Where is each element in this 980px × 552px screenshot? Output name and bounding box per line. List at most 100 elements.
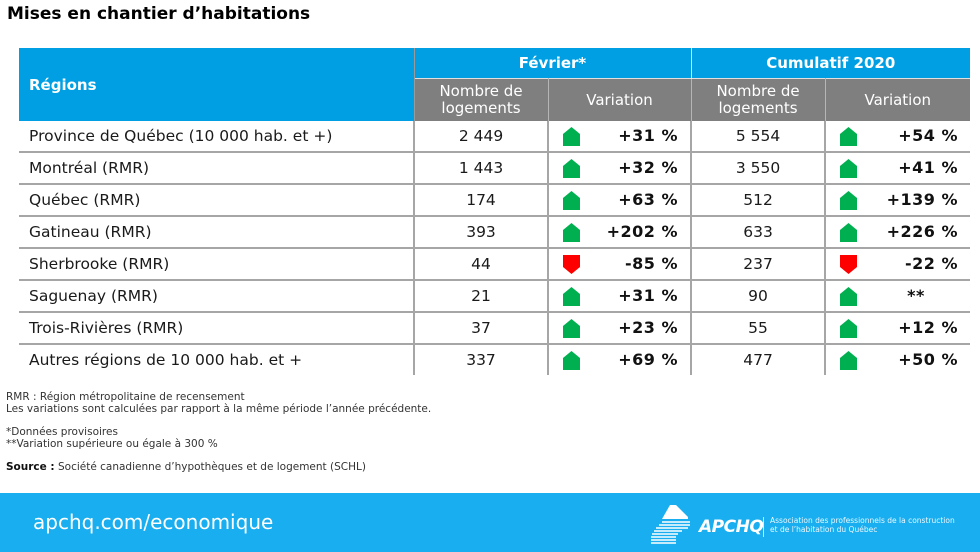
arrow-up-icon xyxy=(840,287,858,306)
count-label-line1: Nombre de xyxy=(439,82,523,100)
cum-variation: +12 % xyxy=(898,318,959,337)
table-row: Québec (RMR) 174 +63 % 512 +139 % xyxy=(19,184,971,217)
table-row: Trois-Rivières (RMR) 37 +23 % 55 +12 % xyxy=(19,312,971,345)
note-provisional: *Données provisoires xyxy=(6,426,118,438)
housing-starts-table: Régions Février* Cumulatif 2020 Nombre d… xyxy=(19,48,971,375)
cum-variation: +41 % xyxy=(898,158,959,177)
cum-count: 3 550 xyxy=(691,152,827,185)
cum-variation: +54 % xyxy=(898,126,959,145)
note-rmr: RMR : Région métropolitaine de recenseme… xyxy=(6,391,245,403)
feb-count: 44 xyxy=(414,248,549,281)
cum-variation-cell: ** xyxy=(825,280,971,313)
cum-count: 512 xyxy=(691,184,827,217)
feb-count: 393 xyxy=(414,216,549,249)
feb-variation: +63 % xyxy=(618,190,679,209)
cum-variation-cell: +226 % xyxy=(825,216,971,249)
feb-variation-cell: +69 % xyxy=(548,344,693,375)
region-name: Saguenay (RMR) xyxy=(19,280,415,313)
feb-count: 1 443 xyxy=(414,152,549,185)
feb-count: 2 449 xyxy=(414,121,549,153)
column-header-feb-variation: Variation xyxy=(548,78,692,121)
feb-variation-cell: +32 % xyxy=(548,152,693,185)
apchq-house-icon xyxy=(651,505,690,544)
feb-variation-cell: +31 % xyxy=(548,121,693,153)
table-body: Province de Québec (10 000 hab. et +) 2 4… xyxy=(19,121,971,375)
region-name: Sherbrooke (RMR) xyxy=(19,248,415,281)
cum-variation-cell: +54 % xyxy=(825,121,971,153)
arrow-up-icon xyxy=(840,159,858,178)
feb-count: 174 xyxy=(414,184,549,217)
arrow-down-icon xyxy=(563,255,580,274)
feb-variation: +31 % xyxy=(618,126,679,145)
header-row-groups: Régions Février* Cumulatif 2020 xyxy=(19,48,971,121)
logo-tagline-line1: Association des professionnels de la con… xyxy=(770,516,955,525)
cum-count: 5 554 xyxy=(691,121,827,153)
feb-variation-cell: +63 % xyxy=(548,184,693,217)
region-name: Trois-Rivières (RMR) xyxy=(19,312,415,345)
feb-variation: +32 % xyxy=(618,158,679,177)
cum-variation-cell: +139 % xyxy=(825,184,971,217)
region-name: Gatineau (RMR) xyxy=(19,216,415,249)
region-name: Montréal (RMR) xyxy=(19,152,415,185)
arrow-up-icon xyxy=(840,191,858,210)
feb-variation: +23 % xyxy=(618,318,679,337)
apchq-logo: APCHQ Association des professionnels de … xyxy=(648,503,968,545)
logo-tagline-line2: et de l’habitation du Québec xyxy=(770,525,878,534)
cum-variation-cell: +12 % xyxy=(825,312,971,345)
arrow-up-icon xyxy=(840,319,858,338)
feb-count: 337 xyxy=(414,344,549,375)
header-row-sub: Nombre de logements Variation Nombre de lo… xyxy=(19,78,971,121)
column-group-february: Février* xyxy=(414,48,692,79)
table-row: Province de Québec (10 000 hab. et +) 2 4… xyxy=(19,121,971,153)
feb-variation-cell: +202 % xyxy=(548,216,693,249)
region-name: Province de Québec (10 000 hab. et +) xyxy=(19,121,415,153)
arrow-up-icon xyxy=(840,223,858,242)
region-name: Québec (RMR) xyxy=(19,184,415,217)
cum-count: 90 xyxy=(691,280,827,313)
logo-brand-text: APCHQ xyxy=(699,517,764,537)
feb-variation-cell: +31 % xyxy=(548,280,693,313)
feb-variation: +31 % xyxy=(618,286,679,305)
feb-variation: +202 % xyxy=(606,222,679,241)
note-variations: Les variations sont calculées par rappor… xyxy=(6,403,432,415)
table-row: Saguenay (RMR) 21 +31 % 90 ** xyxy=(19,280,971,313)
source-text: Société canadienne d’hypothèques et de l… xyxy=(54,461,366,473)
cum-variation: -22 % xyxy=(905,254,959,273)
column-header-regions: Régions xyxy=(19,48,415,121)
footnotes: RMR : Région métropolitaine de recenseme… xyxy=(6,391,431,473)
cum-variation: ** xyxy=(907,286,925,305)
table-row: Gatineau (RMR) 393 +202 % 633 +226 % xyxy=(19,216,971,249)
table-row: Autres régions de 10 000 hab. et +337 +69… xyxy=(19,344,970,375)
feb-variation-cell: -85 % xyxy=(548,248,693,281)
arrow-up-icon xyxy=(563,127,580,146)
arrow-up-icon xyxy=(563,319,580,338)
arrow-up-icon xyxy=(563,287,580,306)
region-name: Autres régions de 10 000 hab. et + xyxy=(19,344,415,375)
logo-tagline: Association des professionnels de la con… xyxy=(770,516,955,534)
column-group-cumulative: Cumulatif 2020 xyxy=(691,48,971,79)
logo-divider xyxy=(763,517,764,537)
feb-count: 37 xyxy=(414,312,549,345)
note-over300: **Variation supérieure ou égale à 300 % xyxy=(6,438,218,450)
arrow-up-icon xyxy=(563,351,580,370)
cum-variation-cell: +50 % xyxy=(825,344,970,375)
footer-banner: apchq.com/economique APCHQ Association d… xyxy=(0,493,980,552)
arrow-down-icon xyxy=(840,255,858,274)
footer-url-link[interactable]: apchq.com/economique xyxy=(33,510,274,534)
cum-count: 633 xyxy=(691,216,827,249)
count-label-line2: logements xyxy=(441,99,521,117)
feb-variation: +69 % xyxy=(618,350,679,369)
count-label-line1: Nombre de xyxy=(716,82,800,100)
cum-variation: +226 % xyxy=(886,222,959,241)
column-header-cum-variation: Variation xyxy=(825,78,971,121)
cum-count: 237 xyxy=(691,248,827,281)
cum-variation: +139 % xyxy=(886,190,959,209)
column-header-feb-count: Nombre de logements xyxy=(414,78,549,121)
note-source: Source : Société canadienne d’hypothèque… xyxy=(6,461,431,473)
cum-count: 477 xyxy=(691,344,827,375)
cum-count: 55 xyxy=(691,312,827,345)
feb-variation: -85 % xyxy=(625,254,679,273)
arrow-up-icon xyxy=(563,223,580,242)
feb-count: 21 xyxy=(414,280,549,313)
table-row: Montréal (RMR) 1 443 +32 % 3 550 +41 % xyxy=(19,152,971,185)
